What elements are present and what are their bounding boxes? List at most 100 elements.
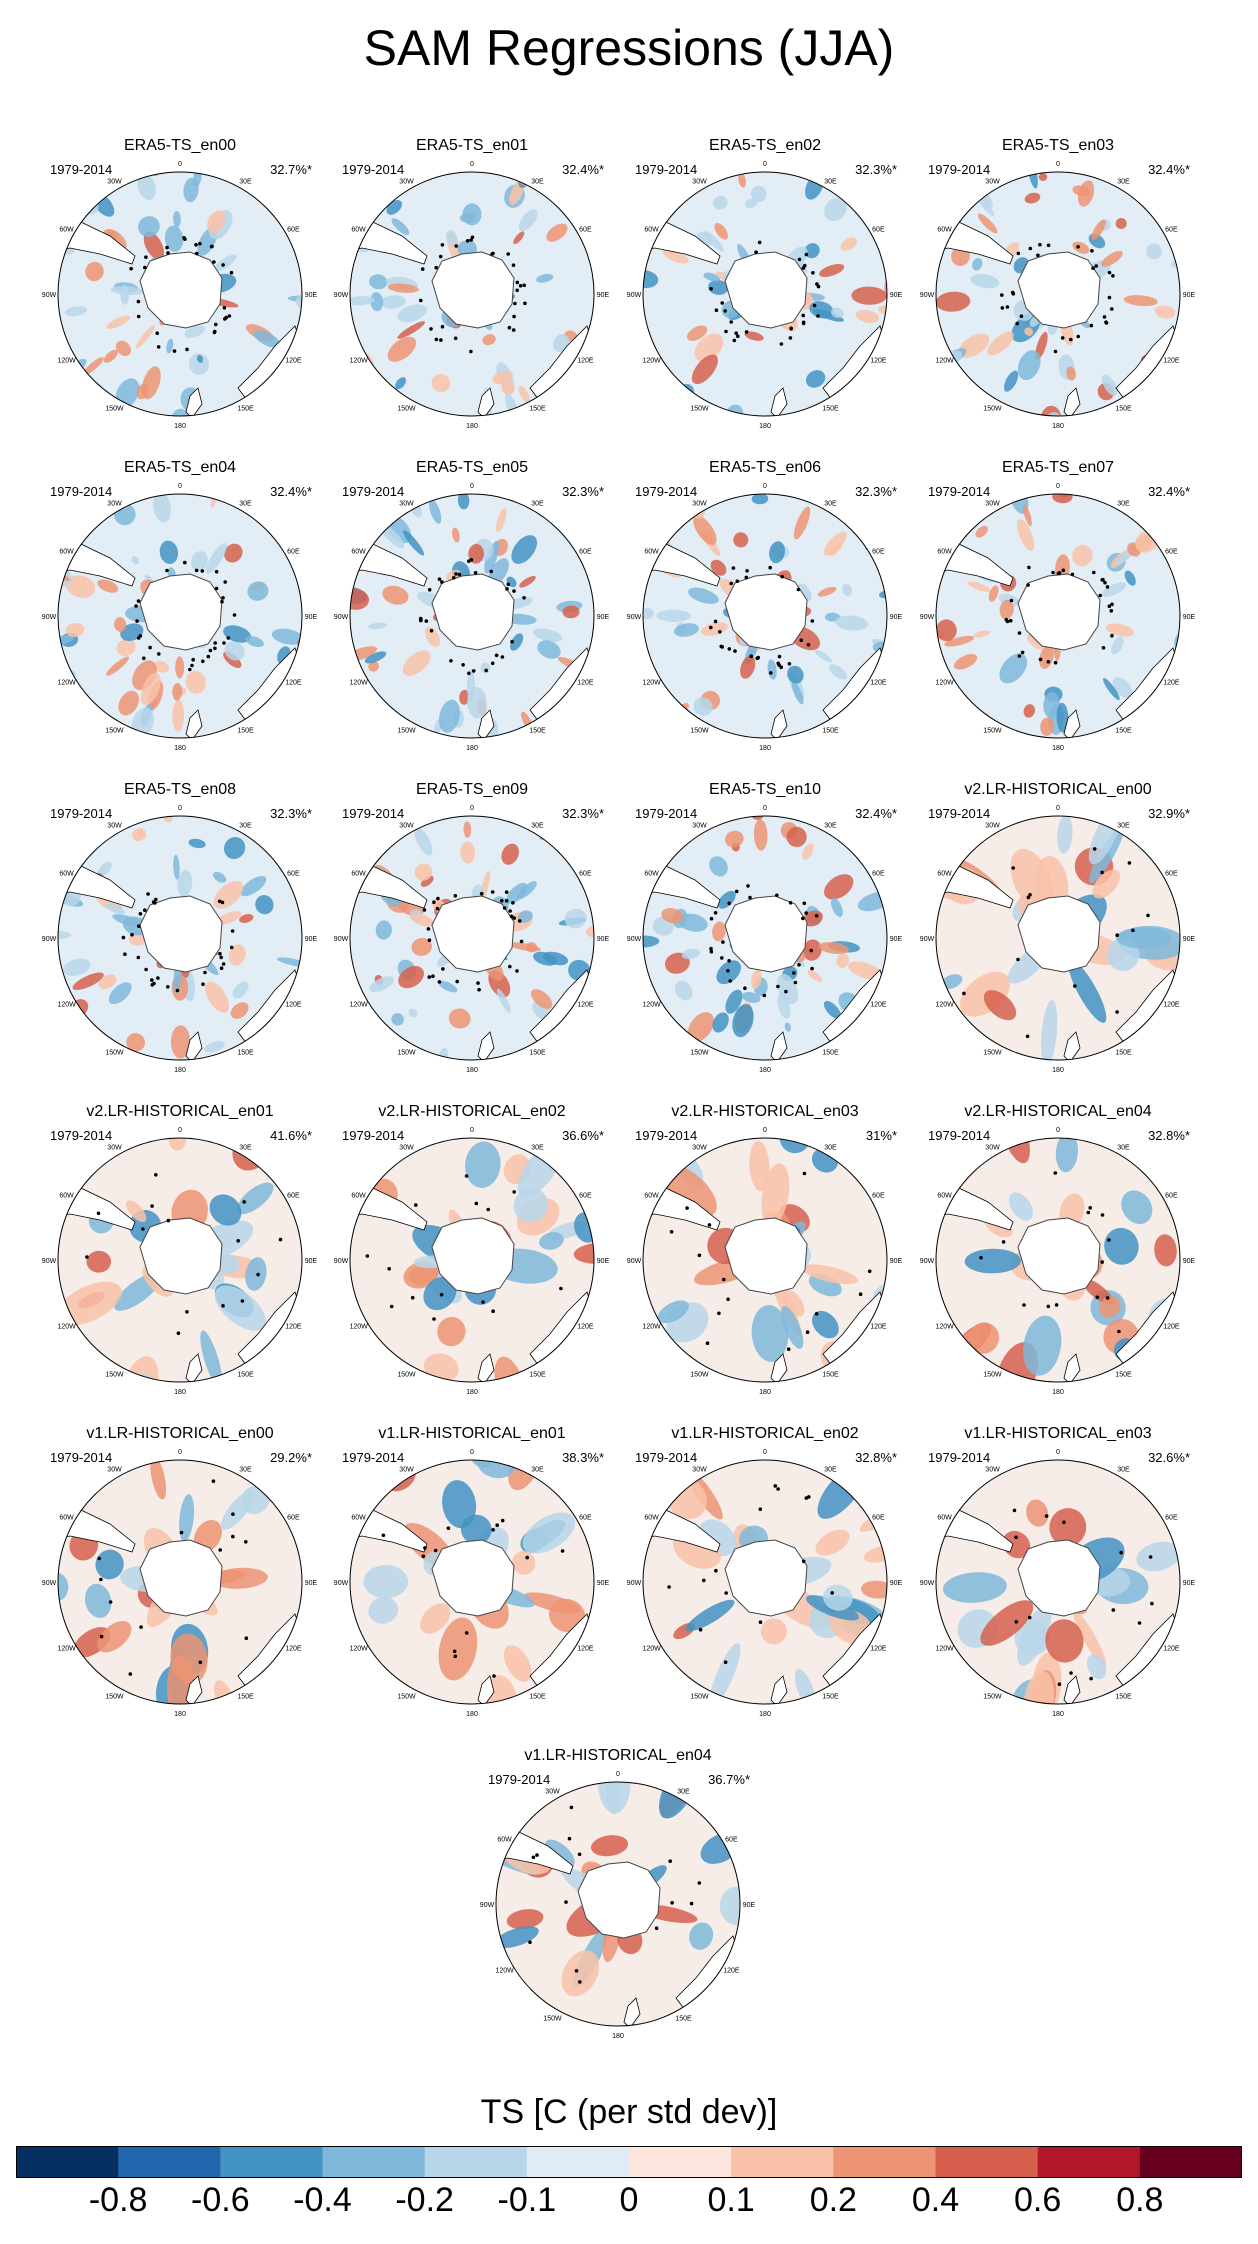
anomaly-patch — [460, 841, 476, 864]
panel-variance-explained: 31%* — [865, 1128, 897, 1143]
anomaly-patch — [643, 270, 659, 289]
significance-dot — [150, 978, 154, 982]
longitude-label: 30W — [985, 823, 1000, 830]
significance-dot — [1090, 249, 1094, 253]
anomaly-patch — [819, 263, 845, 278]
significance-dot — [776, 1487, 780, 1491]
longitude-label: 120W — [57, 1324, 76, 1331]
significance-dot — [1000, 306, 1005, 310]
significance-dot — [1038, 657, 1043, 662]
significance-dot — [804, 252, 809, 257]
significance-dot — [1069, 1671, 1073, 1675]
longitude-label: 120E — [285, 1324, 302, 1331]
anomaly-patch — [126, 1033, 146, 1052]
panel-period: 1979-2014 — [928, 1128, 991, 1143]
anomaly-patch — [1010, 848, 1054, 911]
longitude-label: 30E — [1117, 1145, 1130, 1152]
longitude-label: 90E — [1183, 1580, 1196, 1587]
longitude-label: 150W — [690, 1049, 709, 1056]
longitude-label: 180 — [174, 1067, 186, 1074]
panel-variance-explained: 32.4%* — [855, 806, 897, 821]
significance-dot — [1025, 1034, 1030, 1039]
longitude-label: 150W — [105, 1049, 124, 1056]
significance-dot — [508, 964, 512, 969]
significance-dot — [726, 969, 730, 973]
longitude-label: 0 — [470, 483, 474, 490]
significance-dot — [1016, 251, 1021, 256]
longitude-label: 30W — [692, 501, 707, 508]
significance-dot — [429, 628, 434, 633]
significance-dot — [156, 976, 160, 980]
significance-dot — [569, 1805, 574, 1810]
anomaly-patch — [86, 1250, 112, 1273]
map-panel: ERA5-TS_en05 1979-2014 32.3%* 0 30E 60E 90E 120… — [332, 458, 612, 758]
longitude-label: 150W — [690, 405, 709, 412]
anomaly-patch — [138, 216, 160, 238]
anomaly-patch — [411, 937, 432, 956]
significance-dot — [709, 286, 713, 291]
anomaly-patch — [212, 254, 238, 273]
longitude-label: 30W — [107, 1145, 122, 1152]
panel-period: 1979-2014 — [50, 162, 113, 177]
anomaly-patch — [172, 211, 181, 228]
significance-dot — [440, 324, 445, 329]
colorbar-tick-label: -0.6 — [191, 2181, 250, 2219]
panel-variance-explained: 32.4%* — [270, 484, 312, 499]
anomaly-patch — [840, 237, 857, 251]
significance-dot — [762, 993, 767, 998]
map-panel: ERA5-TS_en00 1979-2014 32.7%* 0 30E 60E 90E 120… — [40, 136, 320, 436]
significance-dot — [410, 1295, 415, 1300]
significance-dot — [221, 1304, 225, 1308]
panel-variance-explained: 32.6%* — [1148, 1450, 1190, 1465]
significance-dot — [185, 1310, 189, 1314]
anomaly-patch — [709, 1643, 741, 1704]
longitude-label: 90E — [597, 614, 610, 621]
significance-dot — [724, 329, 728, 334]
anomaly-patch — [689, 1922, 714, 1950]
anomaly-patch — [97, 579, 119, 593]
anomaly-patch — [807, 969, 823, 982]
significance-dot — [236, 1239, 240, 1243]
significance-dot — [1001, 1240, 1006, 1244]
anomaly-patch — [674, 623, 699, 637]
significance-dot — [519, 939, 524, 944]
longitude-label: 90W — [627, 614, 642, 621]
significance-dot — [1100, 870, 1104, 875]
anomaly-patch — [823, 531, 847, 556]
significance-dot — [732, 338, 737, 343]
anomaly-patch — [1073, 1610, 1107, 1668]
anomaly-patch — [391, 218, 410, 236]
map-boundary — [57, 493, 303, 739]
panel-period: 1979-2014 — [928, 162, 991, 177]
anomaly-patch — [791, 681, 804, 705]
significance-dot — [731, 566, 736, 570]
significance-dot — [735, 579, 740, 583]
longitude-label: 30W — [399, 823, 414, 830]
anomaly-patch — [170, 1025, 191, 1059]
africa-land — [546, 1141, 594, 1173]
longitude-label: 90E — [305, 614, 318, 621]
anomaly-patch — [387, 336, 417, 362]
significance-dot — [816, 314, 820, 318]
significance-dot — [768, 565, 772, 570]
significance-dot — [494, 653, 499, 658]
longitude-label: 60W — [59, 1515, 74, 1522]
anomaly-patch — [522, 1512, 576, 1554]
longitude-label: 90E — [743, 1902, 756, 1909]
longitude-label: 90W — [42, 614, 57, 621]
significance-dot — [185, 347, 189, 352]
longitude-label: 0 — [470, 161, 474, 168]
longitude-label: 150E — [1115, 1049, 1132, 1056]
significance-dot — [801, 320, 806, 325]
anomaly-patch — [442, 1480, 477, 1529]
anomaly-patch — [817, 586, 837, 597]
longitude-label: 30W — [545, 1789, 560, 1796]
africa-land — [1132, 819, 1180, 851]
anomaly-patch — [1040, 405, 1062, 416]
significance-dot — [801, 916, 805, 921]
panel-period: 1979-2014 — [342, 162, 405, 177]
anomaly-patch — [530, 989, 553, 1010]
significance-dot — [728, 979, 732, 983]
anomaly-patch — [744, 331, 764, 341]
anomaly-patch — [970, 273, 1000, 289]
